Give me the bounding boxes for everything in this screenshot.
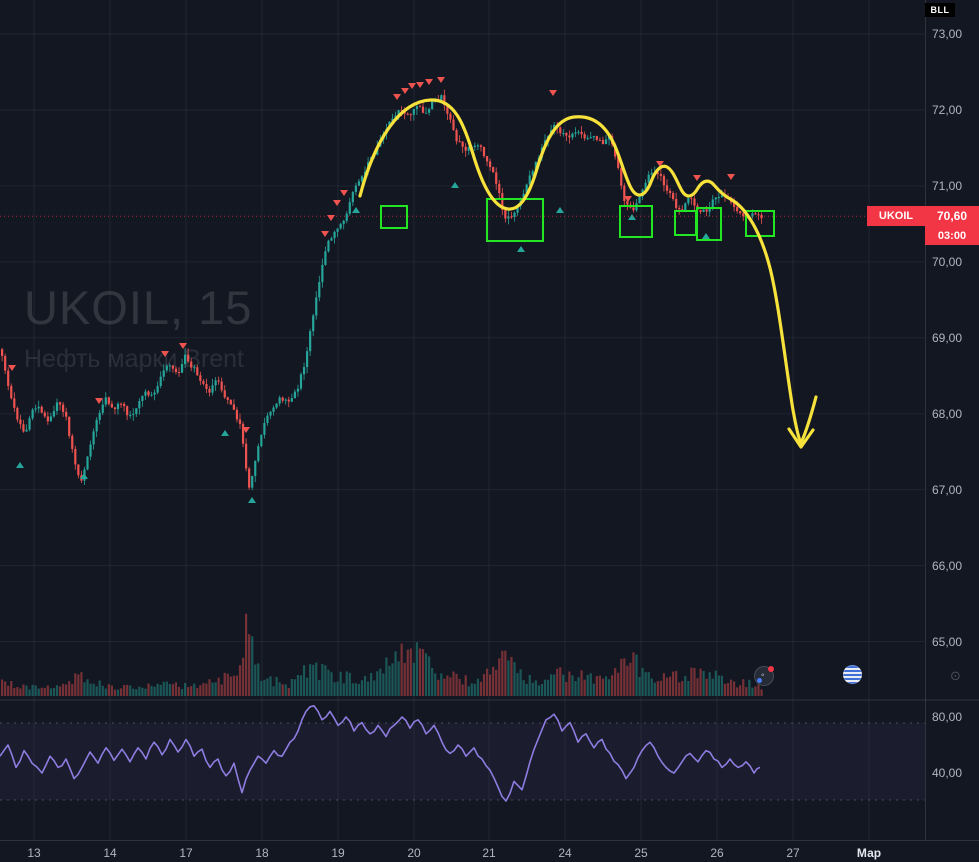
price-tick-label: 71,00 (932, 178, 963, 193)
rsi-tick-label: 40,00 (932, 766, 963, 780)
drawn-rectangle[interactable] (674, 210, 697, 236)
price-axis[interactable]: 73,00 72,00 71,00 70,00 69,00 68,00 67,00 66,00… (925, 0, 979, 840)
price-tick-label: 66,00 (932, 558, 963, 573)
rsi-band (0, 722, 925, 801)
rsi-line (0, 704, 761, 802)
price-tick-label: 69,00 (932, 330, 963, 345)
grid (0, 0, 925, 840)
trade-markers (8, 77, 735, 503)
time-tick-label: 19 (331, 846, 345, 860)
time-tick-label: 21 (482, 846, 496, 860)
price-tick-label: 70,00 (932, 254, 963, 269)
rsi-tick-label: 80,00 (932, 710, 963, 724)
drawn-rectangles[interactable] (380, 198, 775, 242)
price-tick-label: 65,00 (932, 634, 963, 649)
price-tick-label: 73,00 (932, 27, 963, 41)
price-tick-label: 72,00 (932, 102, 963, 117)
drawn-rectangle[interactable] (619, 205, 653, 238)
time-tick-label: 24 (558, 846, 572, 860)
time-axis[interactable]: 13 14 17 18 19 20 21 24 25 26 27 Мар (0, 840, 979, 862)
last-price-tag: 70,60 (925, 206, 979, 226)
drawn-rectangle[interactable] (380, 205, 408, 229)
chart-canvas[interactable] (0, 0, 979, 840)
time-tick-label: Мар (856, 846, 882, 860)
event-marker-icon[interactable]: ◦ (754, 666, 774, 686)
volume-series (1, 613, 763, 696)
time-tick-label: 14 (103, 846, 117, 860)
time-tick-label: 17 (179, 846, 193, 860)
time-tick-label: 25 (634, 846, 648, 860)
drawn-rectangle[interactable] (696, 207, 722, 241)
drawn-rectangle[interactable] (486, 198, 544, 242)
time-tick-label: 27 (786, 846, 800, 860)
bar-countdown-tag: 03:00 (925, 226, 979, 245)
symbol-price-tag: UKOIL (867, 206, 925, 226)
broker-badge: BLL (925, 3, 955, 17)
spark-icon: ◦ (761, 670, 765, 681)
red-dot-icon (768, 666, 774, 672)
candle-series (1, 89, 763, 491)
time-tick-label: 20 (407, 846, 421, 860)
drawn-rectangle[interactable] (745, 210, 775, 237)
time-tick-label: 26 (710, 846, 724, 860)
flag-stripes-icon[interactable] (843, 665, 862, 684)
time-tick-label: 13 (27, 846, 41, 860)
axis-dot-icon[interactable]: ⊙ (950, 668, 961, 683)
price-tick-label: 68,00 (932, 406, 963, 421)
time-tick-label: 18 (255, 846, 269, 860)
price-tick-label: 67,00 (932, 482, 963, 497)
blue-dot-icon (757, 678, 762, 683)
drawn-arrow[interactable] (358, 98, 818, 449)
